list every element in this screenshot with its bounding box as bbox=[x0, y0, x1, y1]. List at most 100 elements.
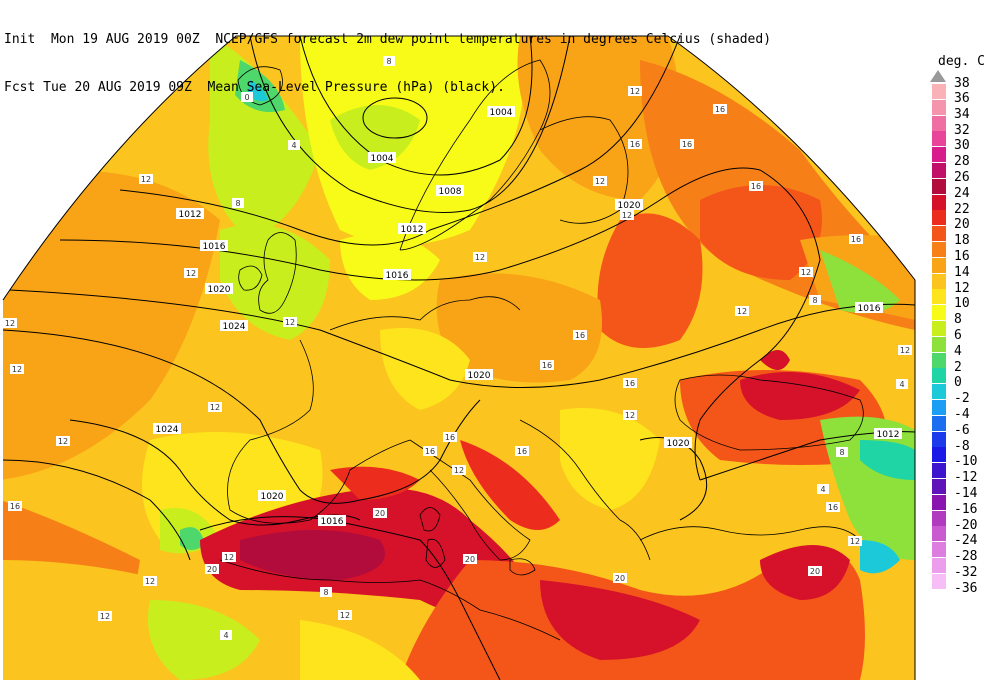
legend-swatch bbox=[932, 542, 946, 558]
legend-label: 28 bbox=[954, 154, 970, 170]
svg-text:12: 12 bbox=[340, 611, 350, 620]
weather-map: 1004 1004 1008 1012 1012 1016 1016 1020 … bbox=[2, 35, 916, 680]
legend-label: 26 bbox=[954, 170, 970, 185]
svg-text:16: 16 bbox=[828, 503, 838, 512]
dewpoint-label: 12 bbox=[799, 267, 813, 277]
dewpoint-label: 8 bbox=[836, 447, 848, 457]
svg-text:1024: 1024 bbox=[223, 322, 246, 332]
legend-label: 30 bbox=[954, 138, 970, 154]
svg-text:4: 4 bbox=[291, 141, 296, 150]
legend-label: 16 bbox=[954, 249, 970, 264]
isobar-label: 1024 bbox=[153, 423, 181, 435]
legend-swatch bbox=[932, 479, 946, 494]
svg-text:12: 12 bbox=[622, 211, 632, 220]
legend-swatch bbox=[932, 384, 946, 400]
dewpoint-label: 16 bbox=[8, 501, 22, 511]
dewpoint-label: 16 bbox=[623, 378, 637, 388]
svg-text:1020: 1020 bbox=[261, 492, 284, 502]
svg-text:1020: 1020 bbox=[618, 201, 641, 211]
forecast-time: Fcst Tue 20 AUG 2019 09Z bbox=[4, 80, 192, 95]
legend-swatch bbox=[932, 305, 946, 321]
dewpoint-label: 12 bbox=[898, 345, 912, 355]
svg-text:12: 12 bbox=[58, 437, 68, 446]
legend-top-arrow-icon bbox=[930, 70, 946, 82]
dewpoint-label: 4 bbox=[817, 484, 829, 494]
legend-swatch bbox=[932, 99, 946, 115]
dewpoint-field bbox=[3, 36, 915, 680]
svg-text:1016: 1016 bbox=[203, 242, 226, 252]
isobar-label: 1020 bbox=[664, 437, 692, 449]
isobar-label: 1020 bbox=[205, 283, 233, 295]
svg-text:8: 8 bbox=[839, 448, 844, 457]
map-title: NCEP/GFS forecast 2m dew point temperatu… bbox=[215, 32, 772, 47]
legend-label: 6 bbox=[954, 328, 962, 343]
dewpoint-label: 16 bbox=[826, 502, 840, 512]
dewpoint-label: 20 bbox=[205, 564, 219, 574]
legend-label: -32 bbox=[954, 565, 978, 580]
dewpoint-label: 12 bbox=[628, 86, 642, 96]
isobar-label: 1004 bbox=[368, 152, 396, 164]
svg-text:20: 20 bbox=[375, 509, 385, 518]
legend-swatch bbox=[932, 558, 946, 573]
legend-swatch bbox=[932, 226, 946, 242]
dewpoint-label: 16 bbox=[515, 446, 529, 456]
svg-text:20: 20 bbox=[207, 565, 217, 574]
svg-text:20: 20 bbox=[465, 555, 475, 564]
legend-label: 10 bbox=[954, 296, 970, 312]
dewpoint-label: 12 bbox=[452, 465, 466, 475]
legend-label: -16 bbox=[954, 501, 978, 517]
map-header: Init Mon 19 AUG 2019 00Z NCEP/GFS foreca… bbox=[4, 0, 771, 112]
svg-text:16: 16 bbox=[445, 433, 455, 442]
legend-label: -8 bbox=[954, 438, 970, 454]
dewpoint-label: 12 bbox=[735, 306, 749, 316]
init-time: Init Mon 19 AUG 2019 00Z bbox=[4, 32, 200, 47]
svg-text:12: 12 bbox=[100, 612, 110, 621]
dewpoint-label: 8 bbox=[809, 295, 821, 305]
legend-swatch bbox=[932, 336, 946, 352]
map-subtitle: Mean Sea-Level Pressure (hPa) (black). bbox=[207, 80, 505, 95]
legend-label: 0 bbox=[954, 375, 962, 391]
isobar-label: 1008 bbox=[436, 185, 464, 197]
isobar-label: 1012 bbox=[398, 223, 426, 235]
svg-text:1004: 1004 bbox=[490, 108, 513, 118]
dewpoint-label: 4 bbox=[896, 379, 908, 389]
svg-text:1020: 1020 bbox=[208, 285, 231, 295]
svg-text:16: 16 bbox=[575, 331, 585, 340]
legend-swatch bbox=[932, 163, 946, 178]
dewpoint-label: 8 bbox=[232, 198, 244, 208]
legend-swatch bbox=[932, 289, 946, 305]
legend-label: 22 bbox=[954, 201, 970, 217]
svg-text:16: 16 bbox=[682, 140, 692, 149]
legend-label: 24 bbox=[954, 185, 970, 201]
svg-text:16: 16 bbox=[751, 182, 761, 191]
svg-text:4: 4 bbox=[223, 631, 228, 640]
dewpoint-label: 20 bbox=[613, 573, 627, 583]
dewpoint-label: 16 bbox=[680, 139, 694, 149]
svg-text:12: 12 bbox=[224, 553, 234, 562]
legend-swatch bbox=[932, 210, 946, 226]
dewpoint-label: 4 bbox=[220, 630, 232, 640]
svg-text:16: 16 bbox=[425, 447, 435, 456]
svg-text:1024: 1024 bbox=[156, 425, 179, 435]
dewpoint-label: 12 bbox=[848, 536, 862, 546]
dewpoint-label: 20 bbox=[808, 566, 822, 576]
svg-text:12: 12 bbox=[475, 253, 485, 262]
dewpoint-labels: 0 4 8 8 12 12 12 12 12 12 12 12 16 16 16… bbox=[3, 56, 912, 640]
svg-text:12: 12 bbox=[737, 307, 747, 316]
legend-swatch bbox=[932, 526, 946, 542]
legend-title: deg. C bbox=[938, 54, 985, 69]
legend-swatch bbox=[932, 115, 946, 131]
svg-text:16: 16 bbox=[851, 235, 861, 244]
svg-text:1016: 1016 bbox=[321, 517, 344, 527]
svg-text:12: 12 bbox=[801, 268, 811, 277]
legend-swatch bbox=[932, 352, 946, 368]
svg-text:16: 16 bbox=[542, 361, 552, 370]
legend-label: 2 bbox=[954, 359, 962, 375]
legend-swatch bbox=[932, 194, 946, 210]
isobar-label: 1020 bbox=[615, 199, 643, 211]
svg-text:1008: 1008 bbox=[439, 187, 462, 197]
isobar-lines bbox=[2, 35, 916, 680]
legend-label: 14 bbox=[954, 264, 970, 280]
dewpoint-label: 12 bbox=[338, 610, 352, 620]
dewpoint-label: 16 bbox=[749, 181, 763, 191]
